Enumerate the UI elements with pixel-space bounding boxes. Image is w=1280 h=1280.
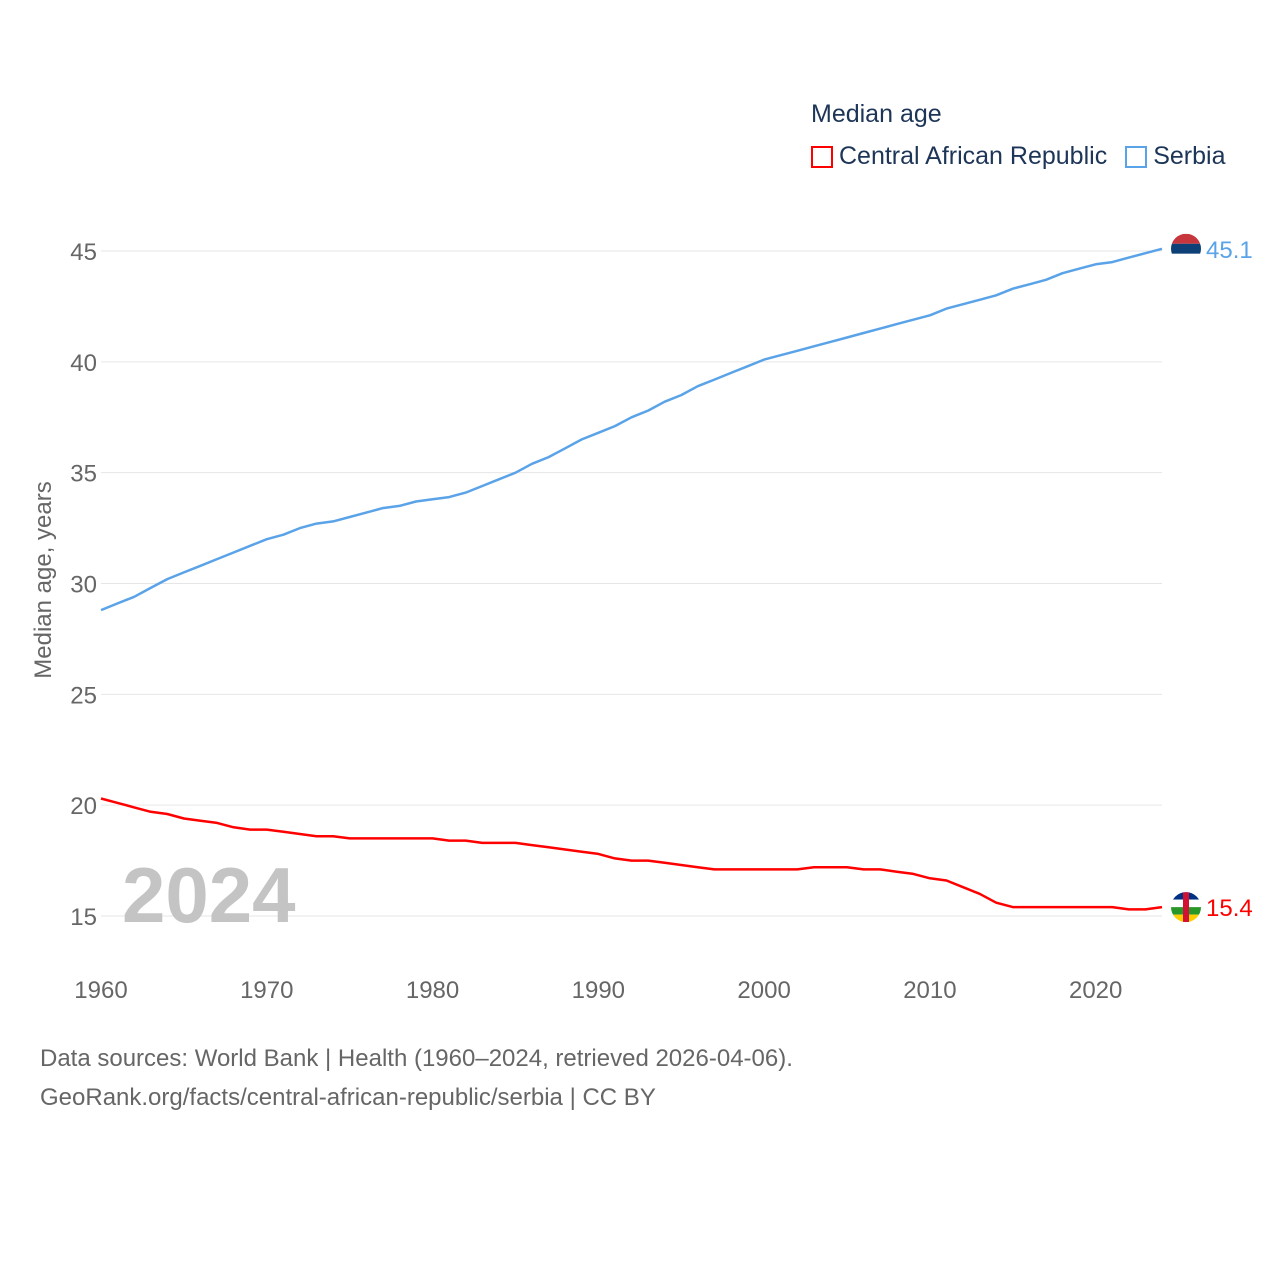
y-tick-label: 20 (70, 793, 97, 820)
legend-label: Serbia (1153, 142, 1226, 170)
y-tick-label: 45 (70, 239, 97, 266)
y-tick-label: 25 (70, 682, 97, 709)
y-axis-label: Median age, years (30, 481, 57, 678)
x-tick-label: 2000 (737, 977, 790, 1004)
legend-item-serbia[interactable]: Serbia (1125, 142, 1225, 171)
legend-item-car[interactable]: Central African Republic (811, 142, 1107, 171)
series-line-car (100, 797, 1163, 911)
y-tick-label: 40 (70, 350, 97, 377)
x-tick-label: 2020 (1069, 977, 1122, 1004)
x-tick-label: 1980 (406, 977, 459, 1004)
source-note: Data sources: World Bank | Health (1960–… (40, 1045, 793, 1072)
x-tick-label: 1990 (572, 977, 625, 1004)
x-tick-label: 1960 (74, 977, 127, 1004)
series-line-serbia (100, 247, 1163, 612)
y-tick-label: 15 (70, 904, 97, 931)
x-tick-label: 2010 (903, 977, 956, 1004)
y-tick-label: 30 (70, 572, 97, 599)
year-watermark: 2024 (122, 851, 296, 939)
source-link[interactable]: GeoRank.org/facts/central-african-republ… (40, 1084, 656, 1111)
legend-swatch (1125, 145, 1148, 168)
end-value-label: 15.4 (1206, 895, 1253, 922)
car-flag-icon (1171, 892, 1201, 923)
legend: Central African Republic Serbia (811, 142, 1243, 171)
legend-label: Central African Republic (839, 142, 1108, 170)
legend-title: Median age (811, 100, 942, 128)
serbia-flag-icon (1171, 233, 1201, 264)
x-tick-label: 1970 (240, 977, 293, 1004)
end-value-label: 45.1 (1206, 237, 1253, 264)
legend-swatch (811, 145, 833, 168)
y-tick-label: 35 (70, 461, 97, 488)
